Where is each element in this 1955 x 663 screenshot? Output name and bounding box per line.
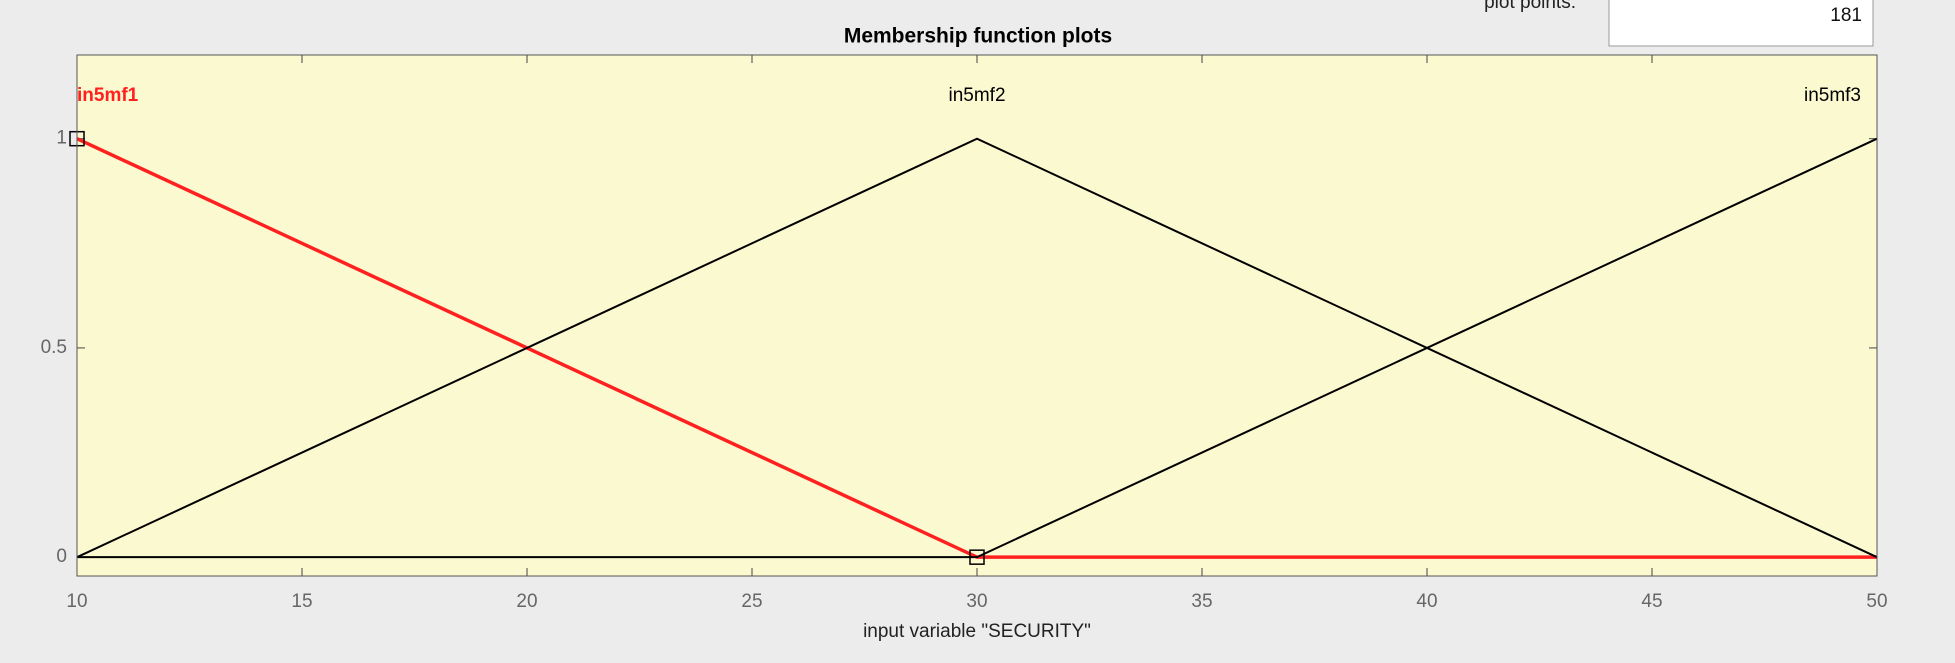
mf-label: in5mf1 — [77, 85, 139, 106]
mf-label: in5mf3 — [1804, 85, 1861, 106]
plot-points-value[interactable]: 181 — [1830, 5, 1862, 26]
x-tick-label: 20 — [516, 591, 537, 612]
y-tick-label: 0 — [56, 546, 67, 567]
y-tick-label: 0.5 — [41, 337, 67, 358]
x-tick-label: 15 — [291, 591, 312, 612]
y-tick-label: 1 — [56, 128, 67, 149]
vertex-handle — [969, 549, 985, 565]
plot-points-input[interactable] — [1608, 0, 1874, 47]
plot-frame — [76, 54, 1878, 577]
membership-line — [77, 137, 1878, 559]
x-tick-label: 40 — [1416, 591, 1437, 612]
chart-title: Membership function plots — [844, 25, 1112, 48]
mf-label: in5mf2 — [948, 85, 1005, 106]
plot-area — [77, 55, 1877, 576]
x-tick-label: 45 — [1641, 591, 1662, 612]
x-axis-label: input variable "SECURITY" — [863, 621, 1091, 642]
x-tick-label: 25 — [741, 591, 762, 612]
membership-line — [76, 137, 1878, 559]
plot-points-label: plot points: — [1484, 0, 1576, 13]
x-tick-label: 30 — [966, 591, 987, 612]
x-tick-label: 50 — [1866, 591, 1887, 612]
x-tick-label: 10 — [66, 591, 87, 612]
x-tick-label: 35 — [1191, 591, 1212, 612]
